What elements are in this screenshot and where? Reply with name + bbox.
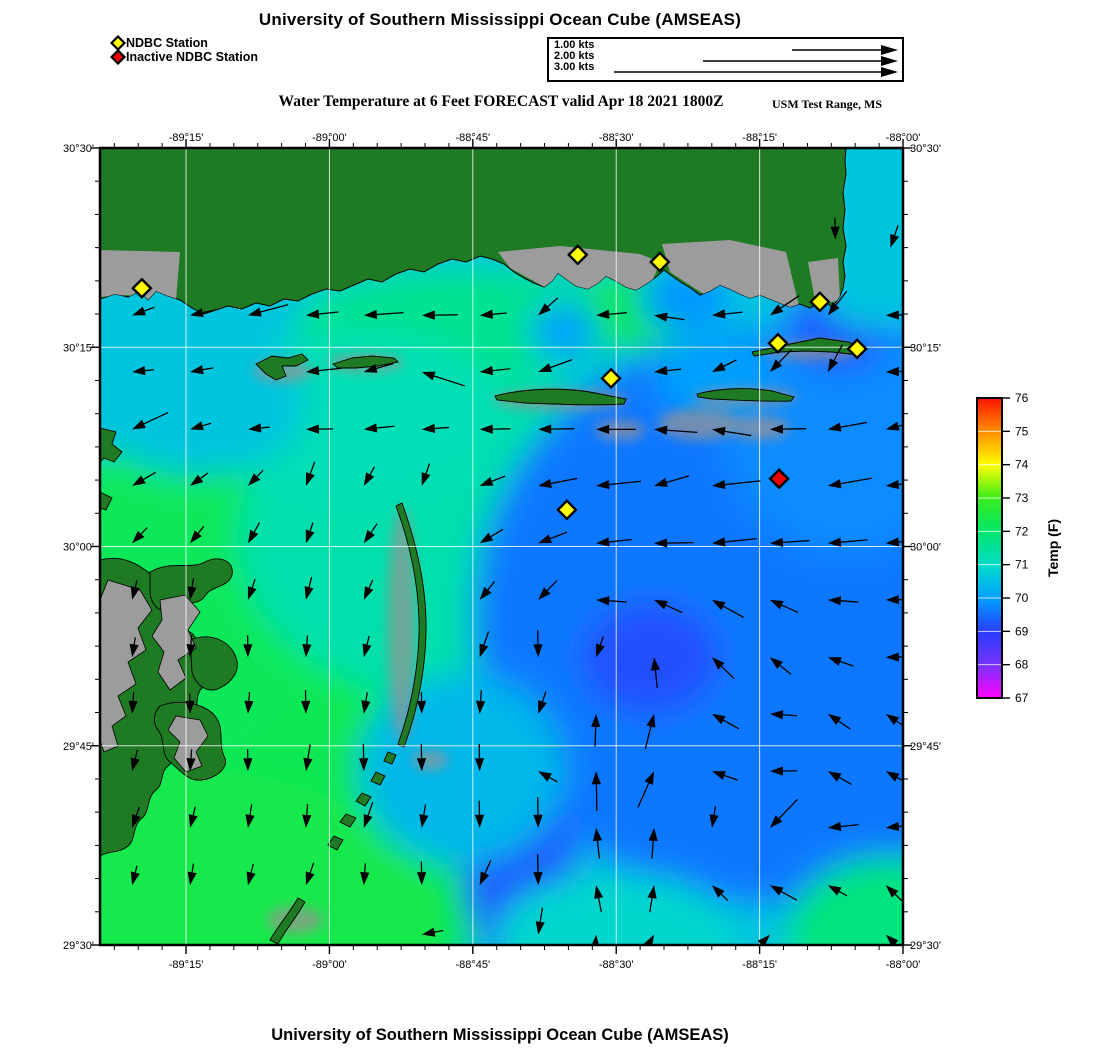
legend-label: NDBC Station [126,36,208,50]
svg-text:71: 71 [1015,558,1029,572]
svg-text:72: 72 [1015,524,1029,538]
svg-text:67: 67 [1015,691,1029,705]
station-marker [846,338,868,360]
svg-text:-89°00': -89°00' [312,132,347,144]
scale-row-label: 1.00 kts [554,39,595,51]
svg-text:75: 75 [1015,424,1029,438]
coastal-gray-patches [100,240,840,310]
svg-text:30°30': 30°30' [910,143,941,155]
station-marker [809,291,831,313]
svg-text:29°45': 29°45' [910,741,941,753]
colorbar-title: Temp (F) [1045,519,1061,577]
svg-text:30°30': 30°30' [63,143,94,155]
svg-text:30°15': 30°15' [63,342,94,354]
current-vectors-layer [128,217,903,945]
page-title: University of Southern Mississippi Ocean… [258,10,742,29]
svg-text:30°15': 30°15' [910,342,941,354]
svg-text:76: 76 [1015,391,1029,405]
svg-text:-89°15': -89°15' [169,132,204,144]
svg-text:29°45': 29°45' [63,741,94,753]
station-marker [567,244,589,266]
svg-text:-88°30': -88°30' [599,959,634,971]
legend-item-ndbc: NDBC Station [110,35,258,51]
svg-text:-88°00': -88°00' [886,132,921,144]
footer-title: University of Southern Mississippi Ocean… [271,1026,729,1044]
svg-text:29°30': 29°30' [63,940,94,952]
scale-arrows-icon [614,45,898,77]
svg-text:-88°30': -88°30' [599,132,634,144]
inactive-ndbc-station-diamond-icon [110,49,126,65]
scale-row-label: 2.00 kts [554,50,595,62]
scale-row-label: 3.00 kts [554,61,595,73]
station-marker [767,332,789,354]
region-label: USM Test Range, MS [772,97,883,111]
svg-text:30°00': 30°00' [63,542,94,554]
svg-text:-88°00': -88°00' [886,959,921,971]
marsh-west [100,427,306,945]
legend-item-inactive-ndbc: Inactive NDBC Station [110,49,258,65]
svg-text:-88°45': -88°45' [456,959,491,971]
svg-text:69: 69 [1015,624,1029,638]
svg-text:29°30': 29°30' [910,940,941,952]
current-speed-scale-box: 1.00 kts 2.00 kts 3.00 kts [547,37,904,82]
svg-text:-89°15': -89°15' [169,959,204,971]
svg-text:-88°15': -88°15' [742,132,777,144]
svg-text:73: 73 [1015,491,1029,505]
station-legend: NDBC Station Inactive NDBC Station [110,35,258,65]
station-marker [649,251,671,273]
station-marker [600,367,622,390]
station-marker [768,468,790,490]
axes-layer: -89°15' -89°15' -89°00' -89°00' -88°45' -88°4… [63,132,941,971]
forecast-subtitle: Water Temperature at 6 Feet FORECAST val… [278,93,724,110]
station-marker [131,277,153,299]
colorbar-layer: 67 68 69 70 71 72 73 74 75 76 [976,391,1029,705]
svg-text:68: 68 [1015,658,1029,672]
svg-text:-89°00': -89°00' [312,959,347,971]
svg-text:30°00': 30°00' [910,542,941,554]
station-marker [556,499,578,521]
legend-label: Inactive NDBC Station [126,50,258,64]
svg-text:-88°45': -88°45' [456,132,491,144]
svg-text:74: 74 [1015,458,1029,472]
graticule-layer [100,148,903,945]
station-markers-layer [131,244,868,521]
map-frame [98,146,905,947]
svg-text:70: 70 [1015,591,1029,605]
svg-text:-88°15': -88°15' [742,959,777,971]
